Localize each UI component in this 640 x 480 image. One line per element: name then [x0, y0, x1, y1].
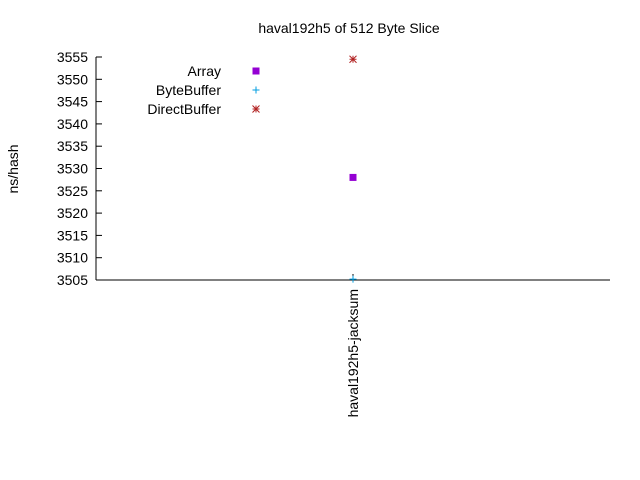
- legend-marker: [252, 105, 260, 113]
- y-tick-label: 3540: [57, 116, 88, 132]
- legend-marker: [252, 86, 260, 94]
- legend-label: Array: [188, 63, 221, 79]
- legend: Array ByteBuffer DirectBuffer: [147, 63, 260, 117]
- data-points: [349, 55, 357, 283]
- y-tick-label: 3535: [57, 138, 88, 154]
- data-point: [349, 55, 357, 64]
- data-point: [349, 173, 357, 181]
- y-tick-label: 3545: [57, 94, 88, 110]
- y-axis-ticks: 3505 3510 3515 3520 3525 3530 3535 3540 3545 3550…: [57, 49, 102, 288]
- y-tick-label: 3505: [57, 272, 88, 288]
- y-tick-label: 3520: [57, 205, 88, 221]
- y-tick-label: 3555: [57, 49, 88, 65]
- chart-title: haval192h5 of 512 Byte Slice: [258, 20, 440, 36]
- x-axis-ticks: haval192h5-jacksum: [345, 274, 361, 417]
- y-tick-label: 3550: [57, 71, 88, 87]
- data-point: [349, 275, 357, 283]
- legend-label: ByteBuffer: [156, 82, 221, 98]
- x-tick-label: haval192h5-jacksum: [345, 289, 361, 417]
- legend-label: DirectBuffer: [147, 101, 221, 117]
- y-tick-label: 3530: [57, 161, 88, 177]
- y-tick-label: 3515: [57, 227, 88, 243]
- y-axis-label: ns/hash: [5, 144, 21, 193]
- legend-marker: [252, 67, 260, 75]
- y-tick-label: 3510: [57, 250, 88, 266]
- y-tick-label: 3525: [57, 183, 88, 199]
